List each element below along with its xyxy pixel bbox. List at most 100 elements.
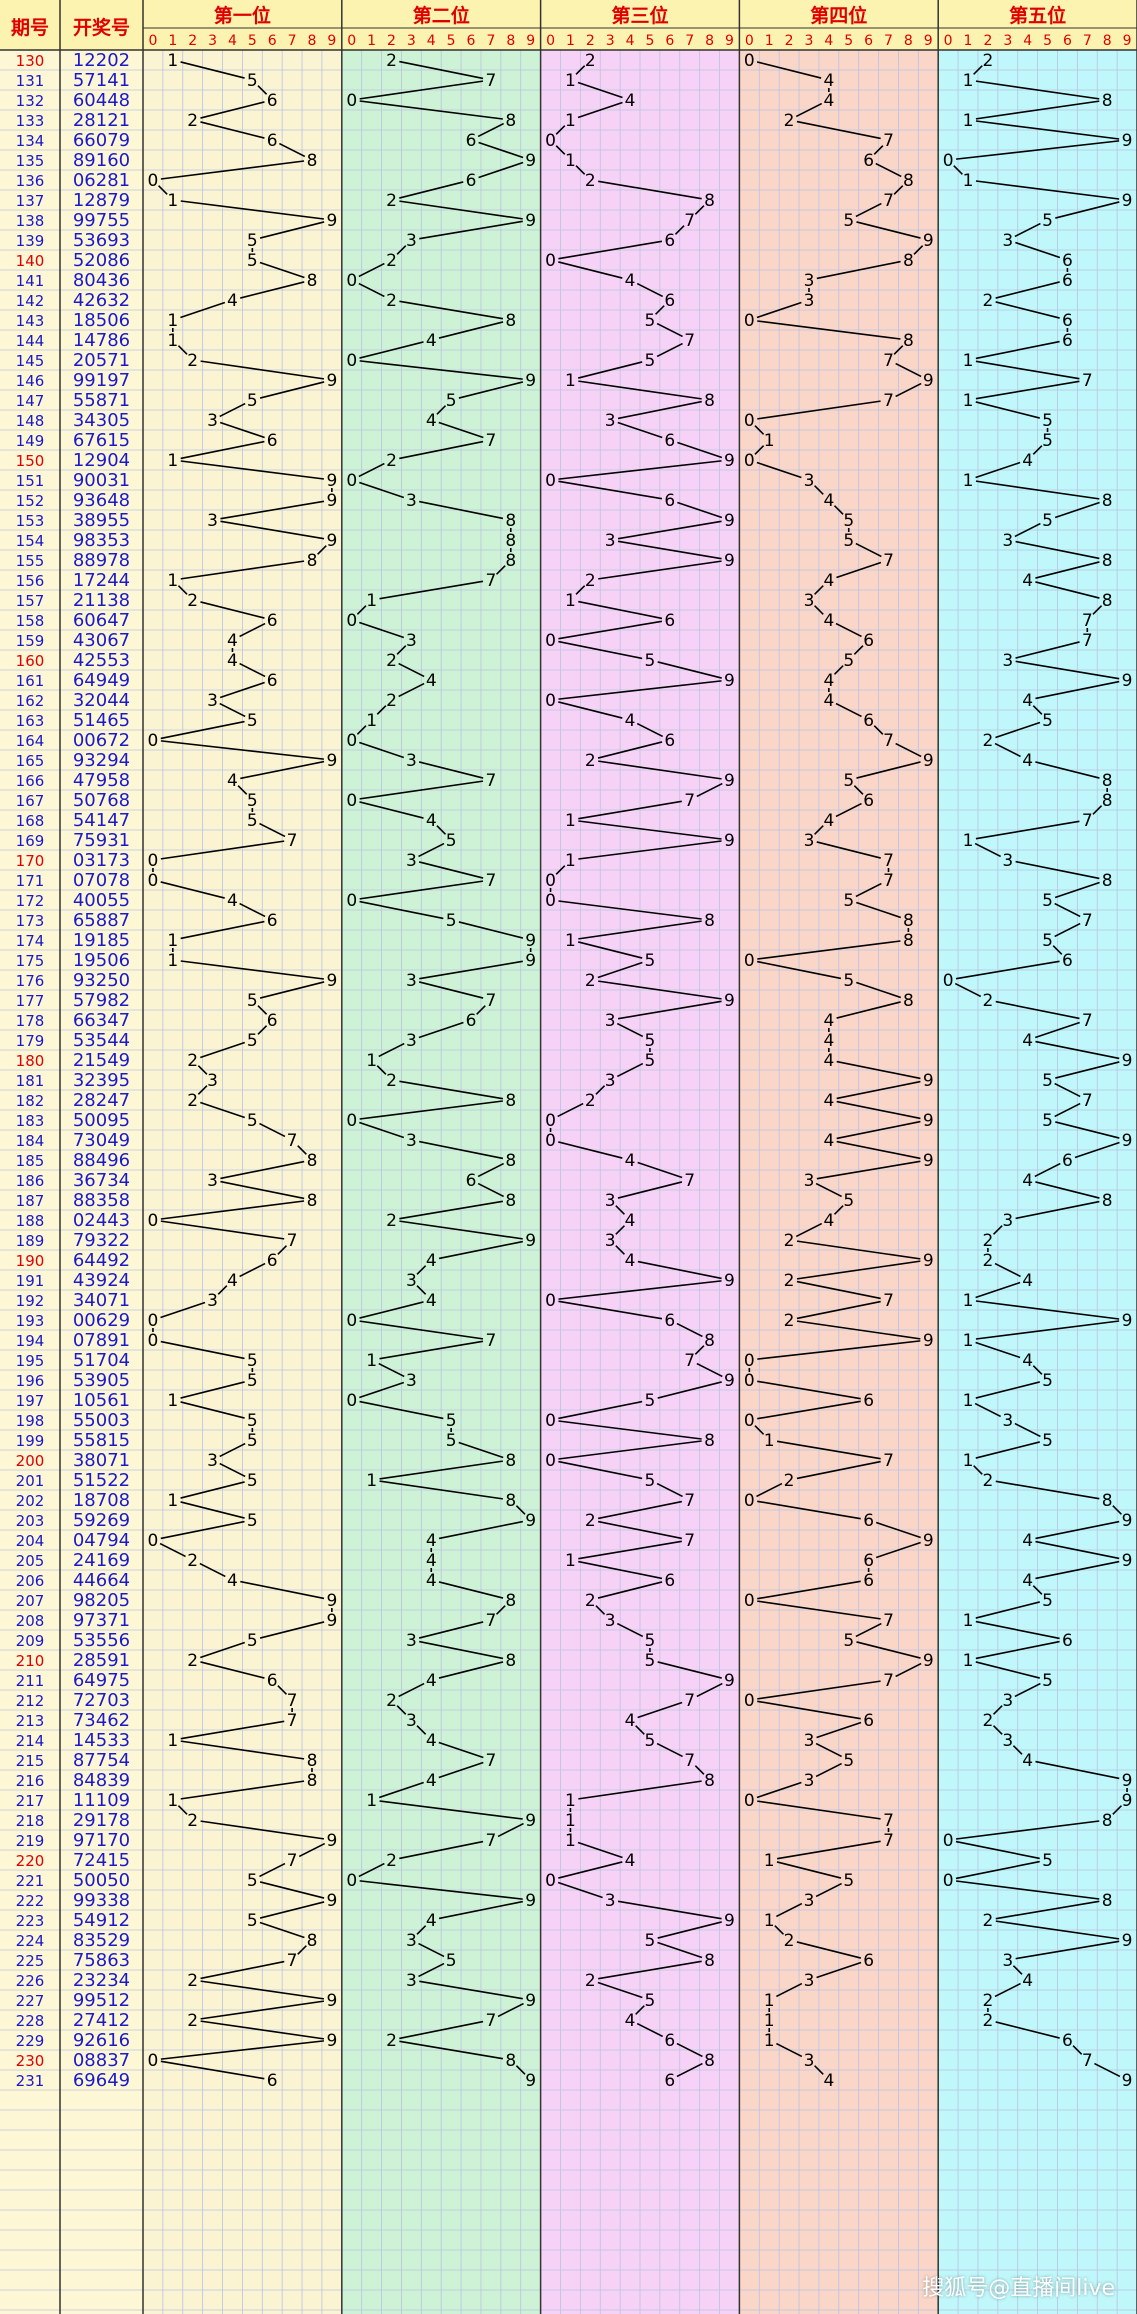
trend-digit: 8	[505, 311, 516, 331]
trend-digit: 7	[883, 1831, 894, 1851]
trend-segment	[853, 645, 864, 655]
period-label: 194	[16, 1332, 45, 1350]
trend-digit: 9	[923, 751, 934, 771]
trend-digit: 5	[843, 651, 854, 671]
trend-segment	[836, 1001, 901, 1019]
trend-segment	[796, 1240, 921, 1260]
trend-segment	[200, 121, 265, 139]
trend-digit: 9	[326, 971, 337, 991]
trend-segment	[796, 1280, 881, 1300]
draw-number: 50050	[73, 1870, 130, 1891]
trend-digit: 2	[982, 1251, 993, 1271]
trend-segment	[757, 1400, 861, 1420]
trend-segment	[477, 1182, 504, 1198]
period-label: 167	[16, 792, 45, 810]
trend-digit: 9	[525, 951, 536, 971]
trend-digit: 2	[982, 1711, 993, 1731]
trend-segment	[1014, 222, 1041, 238]
trend-digit: 1	[167, 571, 178, 591]
trend-digit: 9	[923, 1071, 934, 1091]
trend-segment	[1054, 1082, 1081, 1098]
trend-digit: 1	[963, 1391, 974, 1411]
trend-digit: 3	[804, 1771, 815, 1791]
trend-digit: 6	[267, 1011, 278, 1031]
trend-digit: 1	[764, 1991, 775, 2011]
trend-digit: 7	[287, 1851, 298, 1871]
trend-segment	[356, 725, 367, 735]
period-label: 153	[16, 512, 45, 530]
trend-digit: 1	[963, 1331, 974, 1351]
draw-number: 02443	[73, 1210, 130, 1231]
trend-segment	[1012, 1965, 1023, 1975]
trend-segment	[399, 300, 504, 320]
trend-segment	[396, 645, 407, 655]
period-label: 164	[16, 732, 45, 750]
trend-segment	[379, 1460, 503, 1480]
trend-digit: 3	[804, 831, 815, 851]
trend-digit: 1	[167, 191, 178, 211]
draw-number: 99338	[73, 1890, 130, 1911]
digit-header: 4	[1023, 33, 1032, 49]
trend-digit: 8	[704, 1331, 715, 1351]
digit-header: 3	[805, 33, 814, 49]
trend-segment	[359, 880, 484, 900]
trend-digit: 2	[187, 111, 198, 131]
trend-digit: 8	[1102, 551, 1113, 571]
period-label: 201	[16, 1472, 45, 1490]
digit-header: 5	[447, 33, 456, 49]
trend-digit: 2	[585, 1511, 596, 1531]
trend-digit: 4	[1022, 1971, 1033, 1991]
draw-number: 55003	[73, 1410, 130, 1431]
trend-digit: 1	[167, 1491, 178, 1511]
trend-digit: 0	[545, 1111, 556, 1131]
trend-digit: 3	[207, 691, 218, 711]
trend-digit: 7	[1082, 2051, 1093, 2071]
period-label: 143	[16, 312, 45, 330]
trend-segment	[657, 1381, 722, 1399]
draw-number: 90031	[73, 470, 130, 491]
trend-segment	[399, 2020, 484, 2040]
trend-digit: 6	[1062, 311, 1073, 331]
trend-digit: 8	[505, 531, 516, 551]
period-label: 218	[16, 1812, 45, 1830]
trend-segment	[1034, 1021, 1080, 1039]
trend-segment	[219, 1442, 246, 1458]
trend-digit: 7	[883, 1451, 894, 1471]
trend-digit: 1	[963, 831, 974, 851]
digit-header: 0	[546, 33, 555, 49]
trend-digit: 5	[1042, 411, 1053, 431]
trend-segment	[399, 1080, 504, 1100]
trend-digit: 1	[167, 1731, 178, 1751]
digit-header: 7	[685, 33, 694, 49]
trend-segment	[379, 1340, 484, 1360]
trend-digit: 9	[326, 491, 337, 511]
trend-digit: 5	[843, 511, 854, 531]
trend-digit: 4	[823, 571, 834, 591]
trend-digit: 0	[943, 1871, 954, 1891]
trend-segment	[856, 981, 902, 999]
trend-segment	[975, 1341, 1021, 1359]
trend-digit: 2	[585, 1971, 596, 1991]
trend-digit: 2	[386, 451, 397, 471]
draw-number: 27412	[73, 2010, 130, 2031]
trend-digit: 5	[645, 1991, 656, 2011]
trend-segment	[975, 120, 1120, 140]
trend-digit: 5	[1042, 431, 1053, 451]
trend-digit: 7	[287, 1131, 298, 1151]
trend-digit: 8	[505, 2051, 516, 2071]
trend-segment	[615, 1205, 625, 1215]
trend-digit: 5	[645, 1631, 656, 1651]
trend-digit: 4	[1022, 451, 1033, 471]
trend-digit: 3	[1002, 1731, 1013, 1751]
trend-segment	[757, 1500, 861, 1520]
trend-digit: 8	[505, 1651, 516, 1671]
trend-segment	[200, 2020, 325, 2040]
trend-segment	[495, 565, 506, 575]
trend-digit: 9	[326, 1591, 337, 1611]
trend-digit: 4	[426, 1571, 437, 1591]
trend-segment	[637, 1701, 683, 1719]
trend-digit: 1	[565, 811, 576, 831]
trend-segment	[1054, 902, 1081, 918]
trend-digit: 4	[227, 1571, 238, 1591]
trend-digit: 6	[863, 791, 874, 811]
